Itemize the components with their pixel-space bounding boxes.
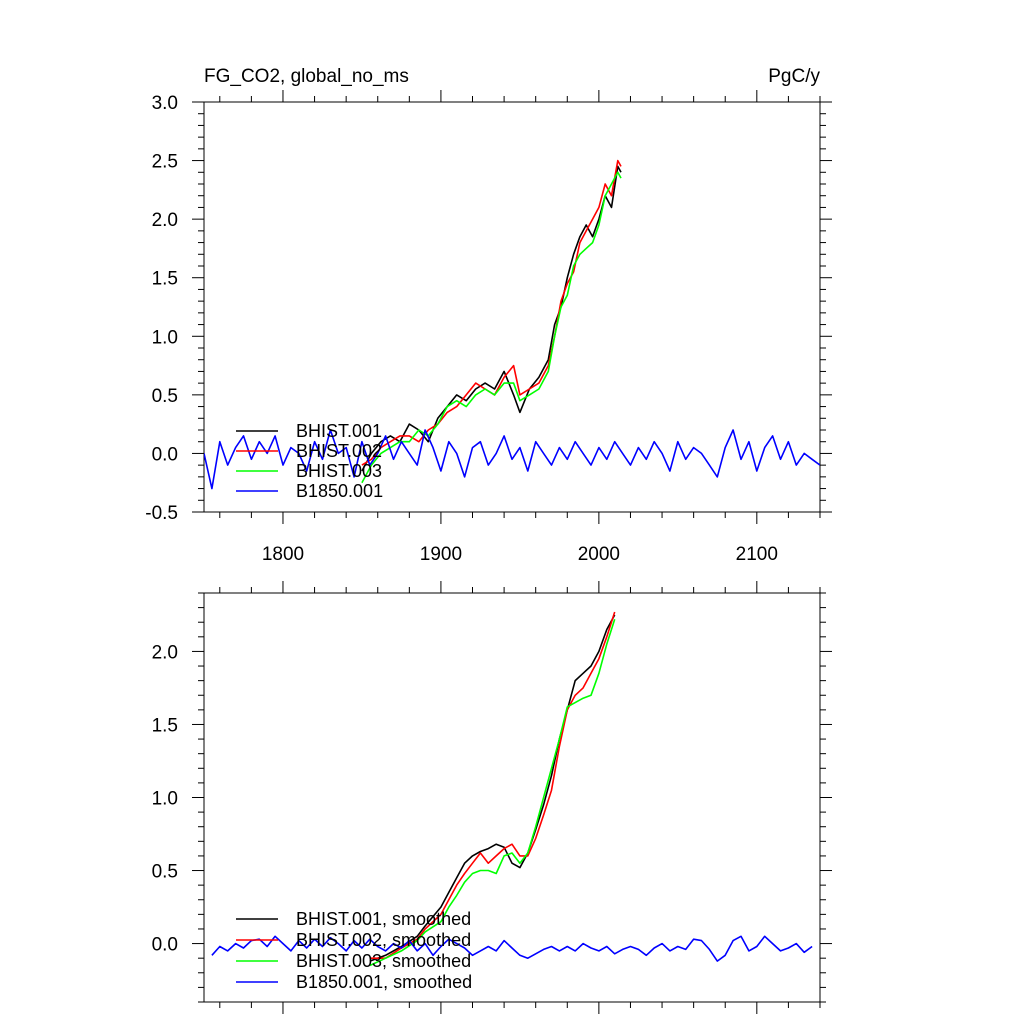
x-tick-label: 2000 <box>578 544 620 565</box>
y-tick-label: 2.0 <box>152 642 178 663</box>
series-line <box>361 165 622 472</box>
y-tick-label: 0.5 <box>152 386 178 407</box>
legend-label: BHIST.002, smoothed <box>296 930 471 950</box>
x-tick-label: 1900 <box>420 544 462 565</box>
y-tick-label: 1.0 <box>152 789 178 810</box>
y-tick-label: 3.0 <box>152 93 178 114</box>
series-line <box>361 159 622 466</box>
y-tick-label: 0.0 <box>152 444 178 465</box>
legend-label: BHIST.001, smoothed <box>296 909 471 929</box>
legend-label: BHIST.003 <box>296 461 382 481</box>
series-lines <box>204 159 820 490</box>
x-tick-label: 1800 <box>262 544 304 565</box>
y-tick-label: 2.5 <box>152 152 178 173</box>
y-tick-label: 1.5 <box>152 269 178 290</box>
chart-title: FG_CO2, global_no_ms <box>204 66 409 87</box>
legend-label: BHIST.002 <box>296 441 382 461</box>
y-tick-label: 2.0 <box>152 210 178 231</box>
y-tick-label: 0.0 <box>152 935 178 956</box>
series-line <box>361 171 622 484</box>
y-tick-label: 1.5 <box>152 715 178 736</box>
plot-frame <box>203 101 821 513</box>
series-line <box>369 611 616 960</box>
series-line <box>211 935 813 962</box>
series-lines <box>211 611 813 967</box>
legend-label: B1850.001 <box>296 481 383 501</box>
y-tick-label: 1.0 <box>152 327 178 348</box>
series-line <box>369 619 616 967</box>
legend-label: BHIST.001 <box>296 421 382 441</box>
units-label: PgC/y <box>768 66 820 87</box>
legend-label: BHIST.003, smoothed <box>296 951 471 971</box>
top-panel: 1800 1900 2000 2100 -0.5 0.0 0.5 1.0 1.5 2.0 2.5 3.… <box>145 66 832 565</box>
x-tick-label: 2100 <box>736 544 778 565</box>
legend-label: B1850.001, smoothed <box>296 972 472 992</box>
series-line <box>204 429 820 490</box>
y-tick-label: -0.5 <box>145 503 178 524</box>
y-tick-label: 0.5 <box>152 862 178 883</box>
